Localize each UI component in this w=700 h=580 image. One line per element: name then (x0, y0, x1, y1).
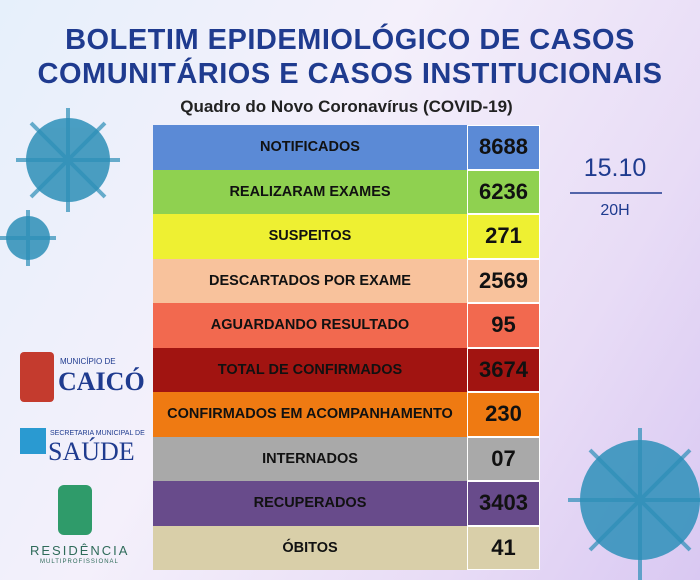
row-label: SUSPEITOS (153, 214, 467, 259)
date: 15.10 (583, 154, 647, 182)
row-label: RECUPERADOS (153, 481, 467, 526)
row-value: 95 (467, 303, 540, 348)
title: COMUNITÁRIOS E CASOS INSTITUCIONAIS (37, 58, 663, 90)
table: NOTIFICADOS 8688 REALIZARAM EXAMES 6236 SUSP… (153, 125, 540, 570)
row-value: 3674 (467, 347, 540, 392)
subtitle: Quadro do Novo Coronavírus (COVID-19) (180, 97, 513, 116)
logo-text: SECRETARIA MUNICIPAL DE (50, 430, 145, 437)
logo-text: CAICÓ (58, 367, 145, 396)
hour: 20H (600, 202, 630, 219)
row-value: 6236 (467, 169, 540, 214)
row-label: NOTIFICADOS (153, 125, 467, 170)
logo-text: SAÚDE (48, 437, 135, 466)
row-value: 41 (467, 525, 540, 570)
row-value: 271 (467, 214, 540, 259)
row-label: ÓBITOS (153, 525, 467, 570)
row-label: TOTAL DE CONFIRMADOS (153, 347, 467, 392)
row-label: CONFIRMADOS EM ACOMPANHAMENTO (153, 392, 467, 437)
row-label: AGUARDANDO RESULTADO (153, 303, 467, 348)
logo-text: RESIDÊNCIA (30, 543, 130, 558)
row-value: 8688 (467, 125, 540, 170)
row-value: 3403 (467, 481, 540, 526)
row-label: INTERNADOS (153, 436, 467, 481)
row-label: REALIZARAM EXAMES (153, 169, 467, 214)
logo-text: MUNICÍPIO DE (60, 357, 116, 366)
logo-text: MULTIPROFISSIONAL (40, 559, 119, 565)
row-value: 2569 (467, 258, 540, 303)
title: BOLETIM EPIDEMIOLÓGICO DE CASOS (65, 24, 635, 56)
row-label: DESCARTADOS POR EXAME (153, 258, 467, 303)
row-value: 230 (467, 392, 540, 437)
row-value: 07 (467, 436, 540, 481)
